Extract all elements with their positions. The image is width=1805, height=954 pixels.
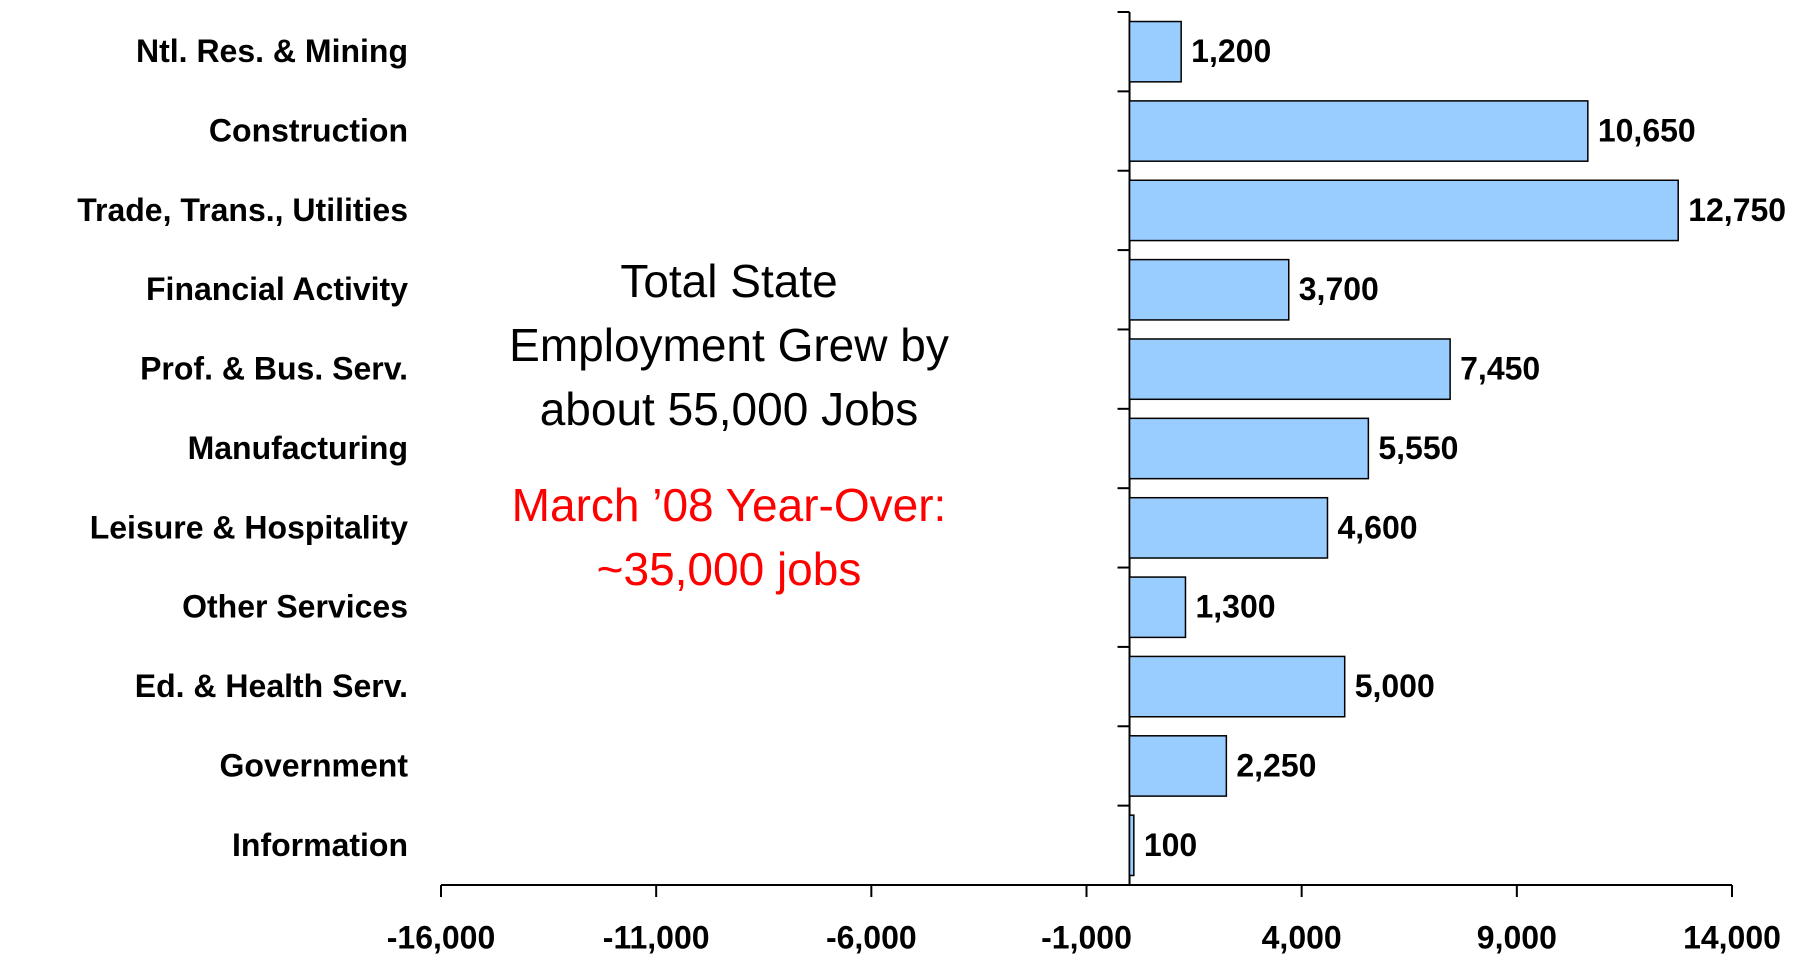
x-tick-label: -11,000 <box>603 919 710 954</box>
y-tick-label: Financial Activity <box>146 271 408 307</box>
y-tick-label: Leisure & Hospitality <box>90 509 409 545</box>
value-label: 1,200 <box>1191 33 1271 69</box>
bar <box>1128 20 1182 83</box>
y-tick-label: Government <box>220 747 409 783</box>
x-tick-label: 14,000 <box>1683 919 1781 954</box>
value-label: 12,750 <box>1688 192 1786 228</box>
x-tick-label: -1,000 <box>1041 919 1132 954</box>
bar <box>1128 338 1451 401</box>
y-tick-label: Prof. & Bus. Serv. <box>140 351 408 387</box>
bar <box>1128 814 1135 877</box>
bar <box>1128 576 1187 639</box>
y-tick-label: Trade, Trans., Utilities <box>77 192 408 228</box>
annotation: Total State <box>620 255 837 307</box>
x-tick-label: 4,000 <box>1262 919 1342 954</box>
bar <box>1128 735 1228 797</box>
x-tick-label: -16,000 <box>387 919 496 954</box>
highlight-annotation: ~35,000 jobs <box>597 543 862 595</box>
value-label: 100 <box>1144 827 1197 863</box>
bar <box>1128 258 1290 321</box>
x-tick-label: 9,000 <box>1477 919 1557 954</box>
value-label: 4,600 <box>1337 509 1417 545</box>
x-tick-label: -6,000 <box>826 919 917 954</box>
annotation: about 55,000 Jobs <box>540 383 919 435</box>
bar <box>1128 179 1679 242</box>
value-label: 7,450 <box>1460 351 1540 387</box>
bar <box>1128 417 1370 480</box>
value-label: 2,250 <box>1236 747 1316 783</box>
annotation: Employment Grew by <box>509 319 949 371</box>
highlight-annotation: March ’08 Year-Over: <box>512 479 947 531</box>
y-tick-label: Information <box>232 827 408 863</box>
value-label: 3,700 <box>1299 271 1379 307</box>
bar <box>1128 100 1589 162</box>
value-label: 10,650 <box>1598 112 1696 148</box>
y-tick-label: Ed. & Health Serv. <box>135 668 408 704</box>
value-label: 5,550 <box>1378 430 1458 466</box>
bar <box>1128 496 1329 559</box>
bar <box>1128 655 1346 718</box>
y-tick-label: Manufacturing <box>188 430 408 466</box>
y-tick-label: Other Services <box>182 589 408 625</box>
value-label: 1,300 <box>1195 589 1275 625</box>
value-label: 5,000 <box>1355 668 1435 704</box>
y-tick-label: Construction <box>209 112 408 148</box>
y-tick-label: Ntl. Res. & Mining <box>136 33 408 69</box>
